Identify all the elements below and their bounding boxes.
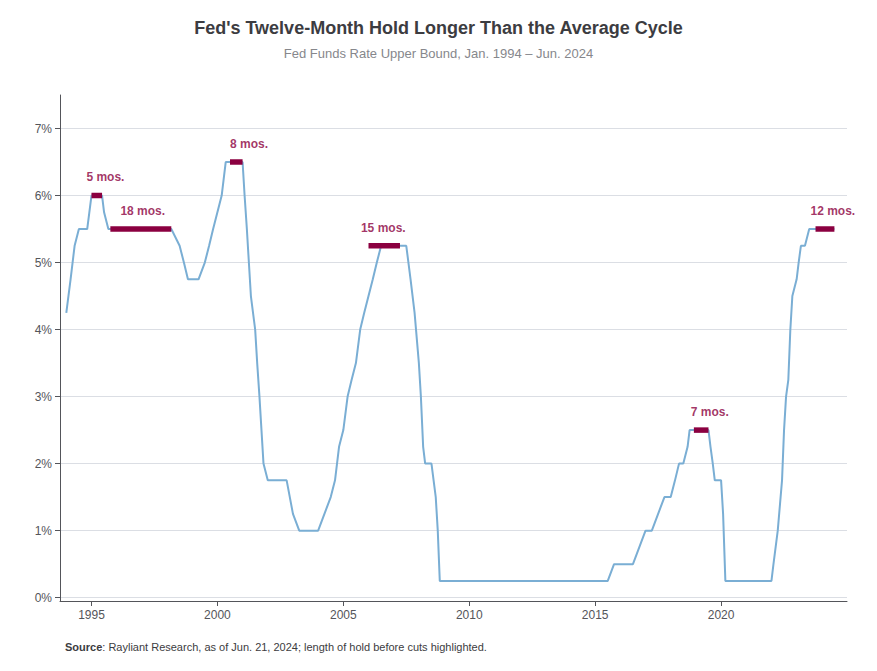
svg-text:8 mos.: 8 mos. bbox=[230, 137, 268, 151]
svg-text:2000: 2000 bbox=[204, 608, 231, 622]
svg-text:15 mos.: 15 mos. bbox=[361, 221, 406, 235]
svg-text:3%: 3% bbox=[35, 390, 53, 404]
svg-text:Fed's Twelve-Month Hold Longer: Fed's Twelve-Month Hold Longer Than the … bbox=[194, 18, 683, 38]
svg-text:2020: 2020 bbox=[708, 608, 735, 622]
svg-text:1%: 1% bbox=[35, 524, 53, 538]
svg-text:Fed Funds Rate Upper Bound, Ja: Fed Funds Rate Upper Bound, Jan. 1994 – … bbox=[284, 46, 593, 61]
svg-text:6%: 6% bbox=[35, 189, 53, 203]
svg-text:18 mos.: 18 mos. bbox=[120, 204, 165, 218]
svg-text:0%: 0% bbox=[35, 591, 53, 605]
svg-text:5 mos.: 5 mos. bbox=[86, 170, 124, 184]
svg-text:2015: 2015 bbox=[582, 608, 609, 622]
svg-text:2010: 2010 bbox=[456, 608, 483, 622]
svg-text:4%: 4% bbox=[35, 323, 53, 337]
svg-text:Source: Source bbox=[65, 641, 102, 653]
svg-text:7%: 7% bbox=[35, 122, 53, 136]
svg-text:12 mos.: 12 mos. bbox=[810, 204, 855, 218]
svg-text:2%: 2% bbox=[35, 457, 53, 471]
svg-text:5%: 5% bbox=[35, 256, 53, 270]
svg-text:7 mos.: 7 mos. bbox=[691, 405, 729, 419]
svg-text:1995: 1995 bbox=[78, 608, 105, 622]
svg-text:2005: 2005 bbox=[330, 608, 357, 622]
svg-text:: Rayliant Research, as of Jun: : Rayliant Research, as of Jun. 21, 2024… bbox=[102, 641, 487, 653]
